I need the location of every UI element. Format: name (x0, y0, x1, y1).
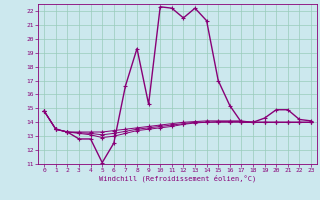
X-axis label: Windchill (Refroidissement éolien,°C): Windchill (Refroidissement éolien,°C) (99, 175, 256, 182)
